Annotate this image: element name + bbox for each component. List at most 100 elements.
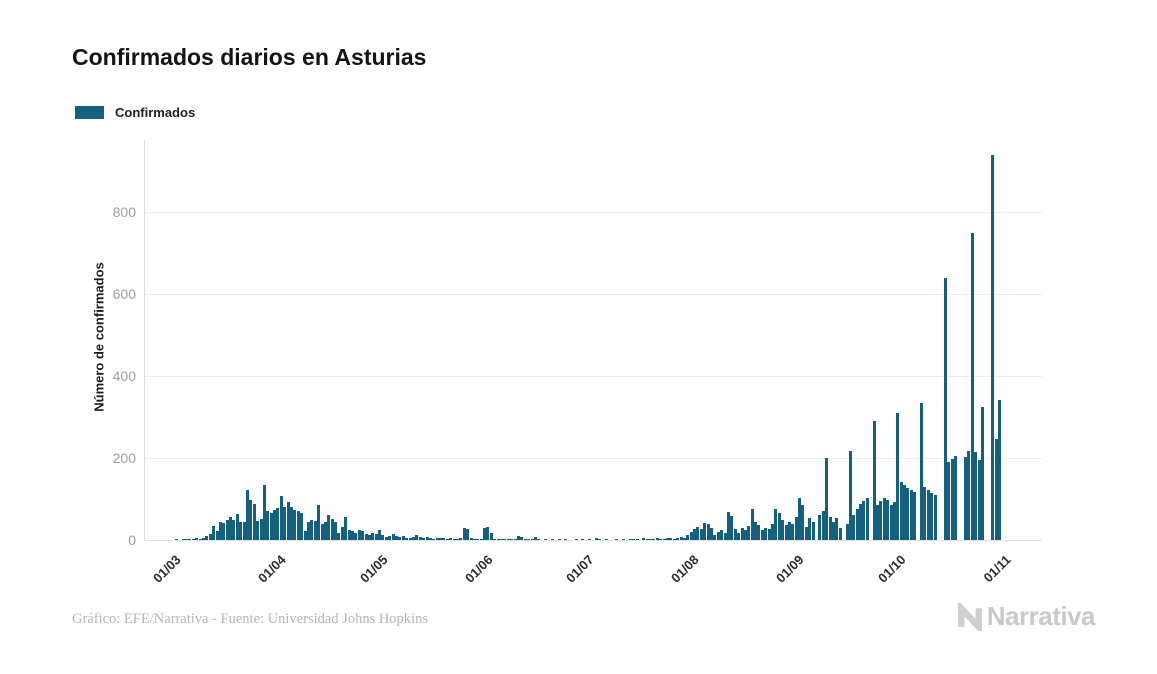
- bar[interactable]: [381, 535, 385, 540]
- bar[interactable]: [489, 532, 493, 540]
- bar[interactable]: [886, 499, 890, 540]
- bar[interactable]: [425, 536, 429, 540]
- bar[interactable]: [293, 509, 297, 540]
- bar[interactable]: [696, 526, 700, 540]
- bar[interactable]: [351, 531, 354, 540]
- bar[interactable]: [574, 539, 578, 540]
- bar[interactable]: [201, 537, 205, 540]
- bar[interactable]: [764, 527, 768, 540]
- bar[interactable]: [737, 533, 741, 540]
- bar[interactable]: [798, 498, 802, 540]
- bar[interactable]: [472, 538, 476, 540]
- bar[interactable]: [208, 534, 212, 540]
- bar[interactable]: [967, 450, 971, 540]
- bar[interactable]: [848, 450, 852, 540]
- bar[interactable]: [418, 537, 422, 540]
- bar[interactable]: [544, 539, 548, 540]
- bar[interactable]: [449, 538, 453, 540]
- bar[interactable]: [486, 526, 490, 540]
- bar[interactable]: [432, 538, 436, 540]
- bar[interactable]: [838, 527, 842, 540]
- bar[interactable]: [635, 539, 639, 540]
- bar[interactable]: [212, 526, 216, 540]
- bar[interactable]: [411, 536, 415, 540]
- bar[interactable]: [831, 521, 835, 540]
- bar[interactable]: [300, 512, 304, 540]
- bar[interactable]: [581, 539, 585, 540]
- bar[interactable]: [354, 532, 358, 540]
- bar[interactable]: [327, 514, 331, 540]
- bar[interactable]: [682, 537, 686, 540]
- bar[interactable]: [652, 538, 656, 540]
- bar[interactable]: [225, 519, 229, 540]
- bar[interactable]: [439, 538, 443, 540]
- bar[interactable]: [875, 505, 879, 540]
- bar[interactable]: [391, 534, 395, 540]
- bar[interactable]: [344, 517, 348, 540]
- bar[interactable]: [757, 524, 761, 540]
- bar[interactable]: [205, 536, 209, 540]
- bar[interactable]: [191, 539, 195, 540]
- bar[interactable]: [493, 538, 497, 540]
- bar[interactable]: [415, 535, 419, 540]
- bar[interactable]: [994, 439, 998, 540]
- bar[interactable]: [306, 522, 310, 540]
- bar[interactable]: [605, 539, 609, 540]
- bar[interactable]: [767, 528, 771, 540]
- bar[interactable]: [835, 518, 839, 540]
- bar[interactable]: [642, 537, 646, 540]
- bar[interactable]: [276, 508, 280, 540]
- bar[interactable]: [754, 521, 758, 540]
- bar[interactable]: [666, 537, 669, 540]
- bar[interactable]: [320, 524, 324, 540]
- bar[interactable]: [323, 522, 327, 540]
- bar[interactable]: [367, 535, 371, 540]
- bar[interactable]: [760, 530, 764, 540]
- bar[interactable]: [435, 537, 439, 540]
- bar[interactable]: [909, 489, 913, 540]
- bar[interactable]: [845, 523, 849, 540]
- bar[interactable]: [334, 521, 338, 540]
- bar[interactable]: [750, 508, 754, 540]
- bar[interactable]: [408, 537, 412, 540]
- bar[interactable]: [920, 403, 924, 540]
- bar[interactable]: [828, 517, 832, 540]
- bar[interactable]: [550, 539, 554, 540]
- bar[interactable]: [892, 502, 896, 540]
- bar[interactable]: [889, 505, 893, 540]
- bar[interactable]: [913, 491, 917, 540]
- bar[interactable]: [256, 520, 260, 540]
- bar[interactable]: [462, 527, 466, 540]
- bar[interactable]: [269, 512, 273, 540]
- bar[interactable]: [313, 520, 317, 540]
- bar[interactable]: [527, 539, 531, 540]
- bar[interactable]: [686, 535, 690, 540]
- bar[interactable]: [672, 538, 676, 540]
- bar[interactable]: [198, 538, 202, 540]
- bar[interactable]: [632, 539, 636, 540]
- bar[interactable]: [483, 527, 487, 540]
- bar[interactable]: [710, 527, 714, 540]
- bar[interactable]: [726, 511, 730, 540]
- bar[interactable]: [466, 528, 470, 540]
- bar[interactable]: [923, 486, 927, 540]
- bar[interactable]: [865, 498, 869, 540]
- bar[interactable]: [598, 539, 602, 540]
- bar[interactable]: [262, 484, 266, 540]
- bar[interactable]: [977, 460, 981, 540]
- bar[interactable]: [388, 535, 392, 540]
- bar[interactable]: [520, 536, 524, 540]
- bar[interactable]: [371, 532, 375, 540]
- bar[interactable]: [991, 155, 995, 540]
- bar[interactable]: [669, 538, 673, 540]
- bar[interactable]: [791, 523, 795, 540]
- bar[interactable]: [882, 498, 886, 540]
- bar[interactable]: [273, 510, 277, 540]
- bar[interactable]: [662, 538, 666, 540]
- bar[interactable]: [188, 538, 192, 540]
- bar[interactable]: [310, 519, 314, 540]
- bar[interactable]: [401, 535, 405, 540]
- bar[interactable]: [361, 530, 365, 540]
- bar[interactable]: [720, 529, 724, 540]
- bar[interactable]: [215, 530, 219, 540]
